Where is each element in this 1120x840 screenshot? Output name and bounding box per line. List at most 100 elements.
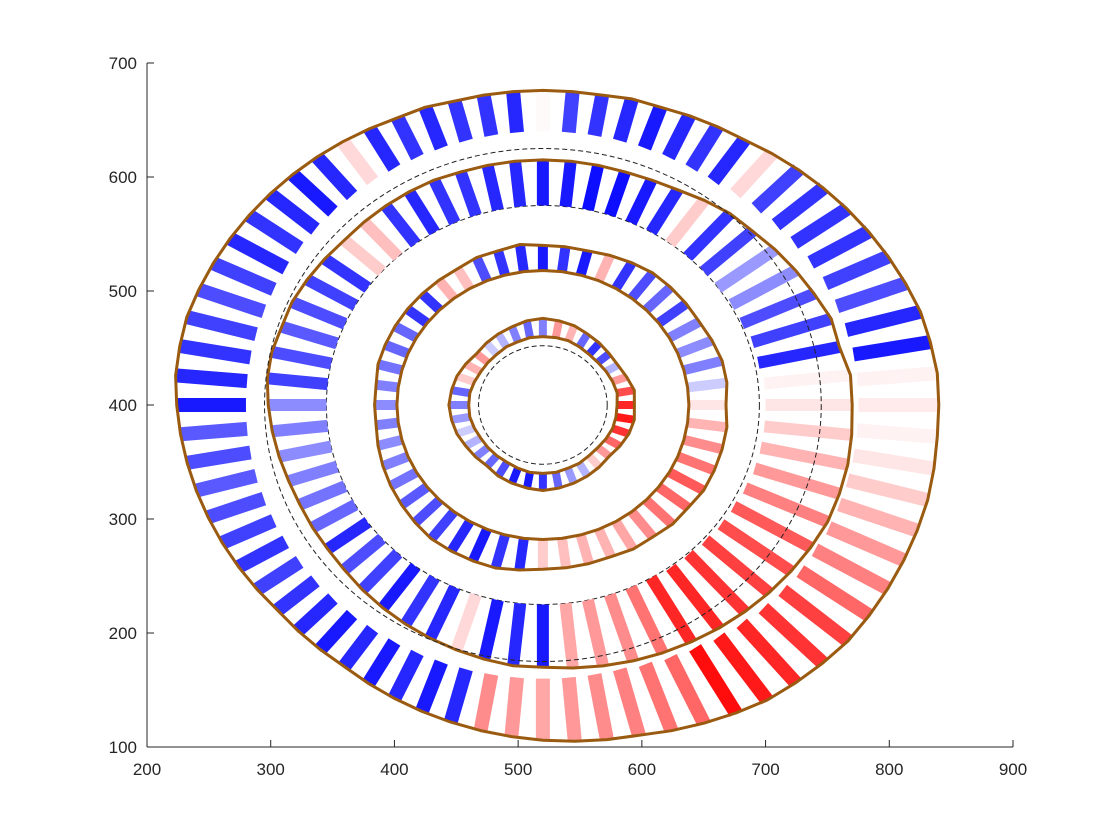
bar	[450, 592, 482, 653]
bar	[271, 419, 329, 438]
bar	[856, 366, 938, 387]
ring-3	[265, 158, 854, 670]
bar	[682, 434, 724, 455]
bar	[728, 265, 799, 310]
bar	[564, 466, 578, 485]
bar	[625, 584, 669, 656]
bar	[561, 676, 582, 742]
bar	[551, 320, 563, 339]
bar	[564, 324, 578, 343]
inner-boundary-2	[395, 269, 691, 541]
inner-boundary-1	[467, 335, 619, 475]
bar	[613, 96, 639, 143]
bar	[490, 533, 510, 570]
bar	[701, 535, 773, 598]
outer-boundary-4	[174, 88, 941, 743]
bar	[611, 424, 631, 438]
bar	[575, 249, 593, 277]
bar	[175, 368, 248, 389]
bar	[266, 372, 329, 391]
bar	[752, 462, 842, 500]
bar	[551, 471, 563, 489]
bar	[575, 331, 591, 349]
bar	[655, 482, 692, 512]
bar	[822, 250, 891, 291]
bar	[455, 424, 476, 438]
bar	[586, 452, 603, 470]
bar	[279, 321, 339, 350]
bar	[450, 412, 471, 424]
bar	[587, 673, 614, 741]
bar	[682, 355, 724, 376]
bar	[514, 537, 529, 571]
bar	[443, 667, 473, 725]
bar	[852, 448, 936, 476]
bar	[522, 320, 534, 339]
bar	[428, 177, 461, 226]
rings-layer	[174, 88, 941, 743]
ring-4	[174, 88, 941, 743]
bar	[388, 467, 419, 491]
bar	[418, 104, 448, 151]
bar	[713, 632, 773, 705]
bar	[852, 335, 932, 362]
bar	[763, 420, 853, 441]
bar	[627, 508, 657, 541]
bar	[404, 188, 440, 236]
ring-2	[373, 243, 729, 572]
bar	[324, 517, 372, 555]
bar	[388, 649, 424, 702]
y-ticks: 100 200 300 400 500 600 700	[109, 54, 154, 757]
bar	[473, 673, 499, 732]
bar	[494, 331, 510, 349]
bar	[559, 602, 579, 669]
bar	[611, 518, 638, 552]
bar	[186, 445, 252, 470]
bar	[363, 124, 401, 172]
x-tick-label: 600	[628, 760, 656, 779]
bar	[378, 562, 421, 612]
bar	[736, 618, 801, 688]
bar	[575, 533, 594, 565]
bar	[627, 269, 657, 302]
bar	[582, 163, 605, 212]
bar	[392, 321, 419, 343]
reference-circle-1	[478, 345, 608, 465]
bar	[277, 440, 333, 463]
bar	[811, 543, 892, 595]
bar	[270, 346, 333, 370]
bar	[362, 638, 401, 688]
bar	[561, 90, 580, 134]
y-tick-label: 100	[109, 738, 137, 757]
bar	[447, 518, 475, 554]
bar	[826, 521, 907, 567]
bar	[287, 169, 338, 217]
bar	[717, 519, 795, 577]
bar	[455, 372, 476, 386]
x-tick-label: 400	[380, 760, 408, 779]
bar	[321, 253, 372, 293]
y-tick-label: 700	[109, 54, 137, 73]
bar	[415, 659, 448, 714]
bar	[687, 417, 728, 433]
bar	[289, 296, 348, 330]
bar	[750, 312, 833, 349]
bar	[582, 598, 609, 668]
bar	[253, 556, 304, 596]
bar	[778, 584, 853, 647]
bar	[455, 169, 482, 218]
bar	[404, 305, 430, 328]
bar	[493, 249, 510, 277]
bar	[450, 386, 471, 398]
bar	[315, 609, 358, 655]
bar	[655, 299, 690, 328]
bar	[504, 676, 524, 738]
bar	[483, 340, 500, 358]
bar	[575, 461, 591, 479]
bar	[707, 135, 750, 186]
bar	[699, 226, 757, 277]
bar	[304, 274, 359, 311]
bar	[435, 276, 458, 302]
bar	[509, 160, 527, 208]
